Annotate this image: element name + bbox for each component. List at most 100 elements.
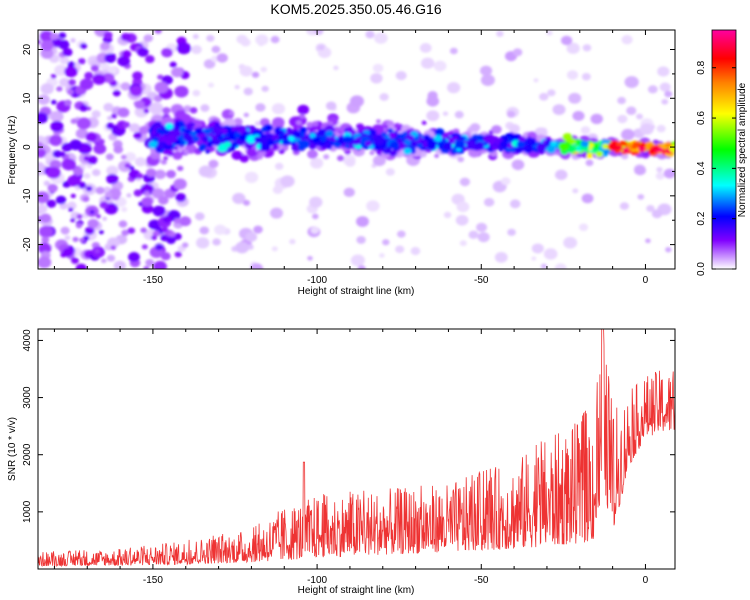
heatmap-blob — [106, 254, 116, 262]
y-tick-label: -10 — [22, 188, 33, 203]
heatmap-blob — [62, 247, 74, 258]
heatmap-blob — [176, 165, 184, 172]
heatmap-blob — [132, 71, 143, 81]
heatmap-blob — [85, 185, 93, 192]
heatmap-blob — [190, 119, 203, 130]
heatmap-blob — [161, 47, 173, 58]
heatmap-blob — [138, 125, 150, 135]
heatmap-blob — [244, 171, 259, 183]
heatmap-blob — [38, 165, 45, 176]
heatmap-blob — [365, 30, 375, 39]
heatmap-blob — [518, 136, 526, 143]
heatmap-blob — [374, 32, 388, 44]
heatmap-blob — [58, 32, 67, 39]
heatmap-blob — [46, 167, 61, 179]
snr-frame — [37, 328, 676, 570]
heatmap-blob — [568, 92, 582, 104]
heatmap-blob — [60, 226, 70, 235]
heatmap-blob — [183, 105, 192, 113]
heatmap-blob — [385, 168, 395, 176]
heatmap-blob — [103, 31, 113, 39]
heatmap-blob — [40, 213, 52, 223]
heatmap-blob — [281, 139, 290, 146]
heatmap-blob — [129, 165, 135, 171]
heatmap-blob — [111, 113, 117, 119]
snr-plot: -150 -100 -50 0 4000 3000 2000 1000 Height of … — [7, 328, 676, 596]
heatmap-blob — [95, 186, 105, 195]
heatmap-blob — [632, 141, 639, 147]
heatmap-blob — [166, 150, 174, 157]
heatmap-blob — [50, 99, 57, 105]
heatmap-blob — [580, 140, 589, 148]
heatmap-blob — [148, 102, 164, 115]
heatmap-blob — [70, 193, 76, 199]
heatmap-blob — [469, 123, 481, 132]
heatmap-blob — [374, 136, 385, 146]
heatmap-blob — [558, 142, 569, 151]
heatmap-blob — [186, 122, 194, 129]
heatmap-blob — [554, 151, 560, 156]
spectrogram-y-axis-label: Frequency (Hz) — [7, 116, 18, 185]
heatmap-blob — [421, 120, 427, 125]
heatmap-blob — [333, 126, 341, 133]
heatmap-blob — [162, 107, 171, 115]
heatmap-blob — [310, 226, 320, 234]
heatmap-blob — [274, 162, 284, 170]
heatmap-blob — [355, 123, 365, 130]
heatmap-blob — [136, 173, 144, 179]
heatmap-blob — [491, 125, 502, 134]
heatmap-blob — [536, 143, 547, 152]
heatmap-blob — [41, 236, 50, 244]
heatmap-blob — [403, 147, 412, 155]
heatmap-blob — [38, 225, 54, 238]
heatmap-blob — [293, 138, 299, 143]
heatmap-blob — [637, 194, 645, 200]
heatmap-blob — [255, 103, 266, 112]
heatmap-blob — [122, 121, 131, 128]
heatmap-blob — [213, 139, 222, 147]
heatmap-blob — [454, 139, 465, 149]
heatmap-blob — [372, 155, 386, 167]
heatmap-blob — [661, 98, 669, 105]
heatmap-blob — [158, 195, 169, 205]
heatmap-blob — [639, 123, 654, 135]
heatmap-blob — [153, 260, 167, 269]
heatmap-blob — [46, 199, 57, 208]
heatmap-blob — [499, 140, 508, 148]
heatmap-blob — [148, 219, 161, 230]
heatmap-blob — [621, 153, 629, 160]
heatmap-blob — [216, 53, 228, 63]
x-tick-label: -50 — [474, 275, 489, 286]
heatmap-blob — [244, 142, 254, 150]
heatmap-blob — [39, 30, 54, 43]
heatmap-blob — [72, 236, 79, 242]
heatmap-blob — [310, 157, 324, 169]
heatmap-blob — [64, 235, 71, 241]
heatmap-blob — [104, 191, 113, 198]
heatmap-blob — [113, 145, 124, 154]
heatmap-blob — [603, 148, 610, 155]
heatmap-blob — [49, 134, 63, 147]
heatmap-blob — [134, 157, 147, 167]
heatmap-blob — [596, 151, 603, 158]
heatmap-blob — [149, 132, 157, 138]
heatmap-blob — [50, 32, 59, 40]
heatmap-blob — [67, 61, 75, 68]
heatmap-blob — [271, 134, 279, 141]
heatmap-blob — [508, 123, 520, 134]
heatmap-blob — [453, 135, 459, 140]
heatmap-blob — [307, 255, 313, 261]
snr-y-ticks: 4000 3000 2000 1000 — [22, 329, 675, 523]
heatmap-blob — [622, 147, 630, 153]
heatmap-blob — [133, 131, 143, 140]
heatmap-blob — [488, 141, 494, 146]
heatmap-blob — [78, 58, 86, 65]
heatmap-blob — [297, 144, 306, 151]
heatmap-blob — [175, 192, 187, 202]
heatmap-blob — [40, 83, 54, 95]
heatmap-blob — [449, 140, 456, 145]
heatmap-blob — [271, 103, 286, 115]
heatmap-blob — [480, 74, 495, 86]
heatmap-blob — [52, 150, 62, 158]
spectrogram-frame — [37, 29, 676, 270]
